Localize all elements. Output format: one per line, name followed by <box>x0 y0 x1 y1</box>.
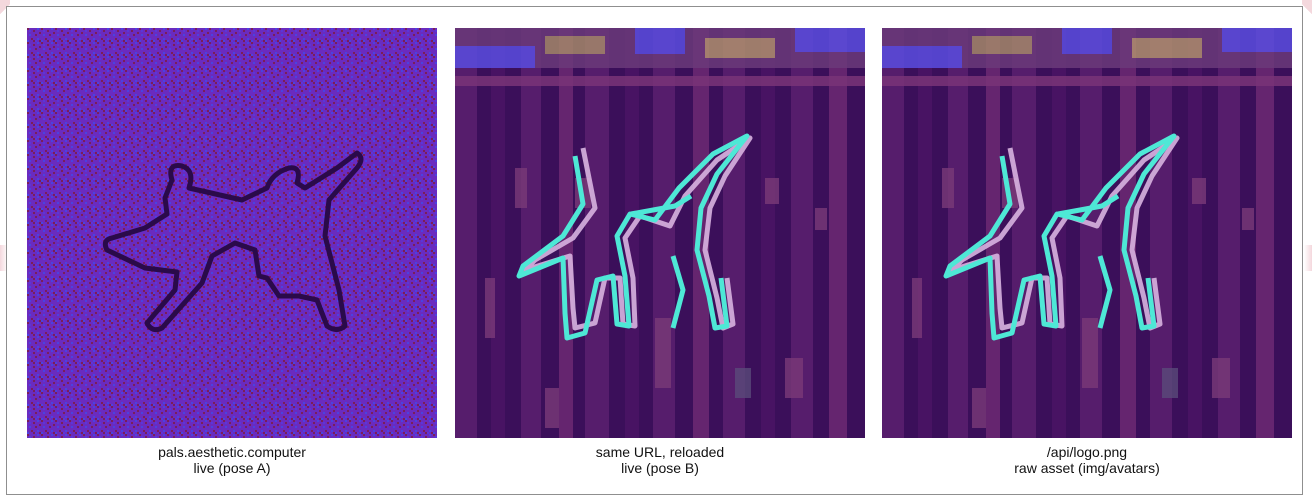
caption-subtitle: raw asset (img/avatars) <box>1014 460 1160 476</box>
dancing-figures-image <box>27 28 437 438</box>
caption-title: /api/logo.png <box>1046 444 1128 460</box>
corner-decoration <box>1302 0 1312 14</box>
comparison-figure: pals.aesthetic.computer live (pose A) <box>6 6 1303 495</box>
caption: /api/logo.png raw asset (img/avatars) <box>882 444 1292 476</box>
panel-raw-asset: /api/logo.png raw asset (img/avatars) <box>882 28 1292 476</box>
glitched-figures-image <box>455 28 865 438</box>
caption: pals.aesthetic.computer live (pose A) <box>27 444 437 476</box>
caption-subtitle: live (pose A) <box>193 460 271 476</box>
glitch-blocks <box>485 168 827 428</box>
corner-decoration <box>1304 245 1312 271</box>
panel-pose-a: pals.aesthetic.computer live (pose A) <box>27 28 437 476</box>
glitch-top-band <box>455 28 865 86</box>
figure-outline-cyan <box>516 133 750 341</box>
caption: same URL, reloaded live (pose B) <box>455 444 865 476</box>
caption-subtitle: live (pose B) <box>621 460 699 476</box>
corner-decoration <box>0 245 8 271</box>
panel-pose-b: same URL, reloaded live (pose B) <box>455 28 865 476</box>
figure-outline-dark <box>102 150 364 333</box>
corner-decoration <box>0 0 10 14</box>
glitched-figures-image <box>882 28 1292 438</box>
caption-title: pals.aesthetic.computer <box>158 444 306 460</box>
caption-title: same URL, reloaded <box>595 444 725 460</box>
